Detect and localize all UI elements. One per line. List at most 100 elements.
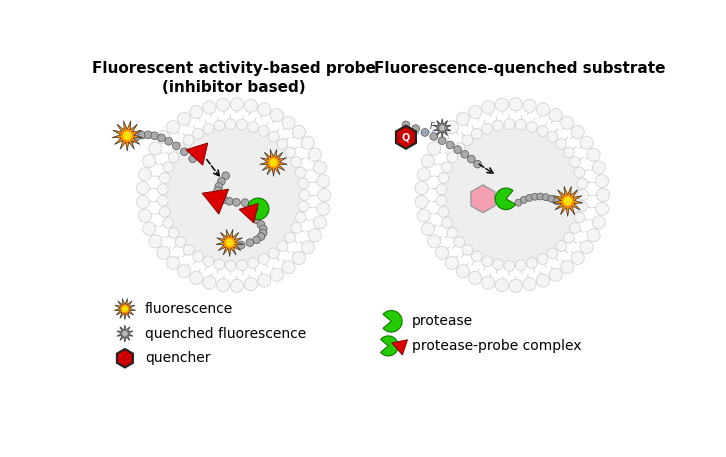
Circle shape bbox=[214, 259, 224, 270]
Circle shape bbox=[402, 121, 409, 129]
Circle shape bbox=[314, 161, 327, 174]
Circle shape bbox=[168, 228, 179, 238]
Circle shape bbox=[571, 125, 584, 138]
Polygon shape bbox=[203, 189, 229, 214]
Circle shape bbox=[445, 256, 458, 269]
Circle shape bbox=[504, 260, 515, 271]
Polygon shape bbox=[114, 298, 136, 320]
Circle shape bbox=[548, 195, 555, 202]
Circle shape bbox=[531, 193, 539, 200]
Polygon shape bbox=[260, 149, 287, 176]
Circle shape bbox=[178, 112, 191, 125]
Text: protease-probe complex: protease-probe complex bbox=[412, 339, 582, 353]
Circle shape bbox=[301, 136, 314, 149]
Circle shape bbox=[482, 256, 492, 266]
Circle shape bbox=[556, 241, 567, 251]
Circle shape bbox=[468, 106, 481, 119]
Circle shape bbox=[166, 121, 179, 134]
Circle shape bbox=[226, 197, 233, 205]
Circle shape bbox=[447, 152, 457, 163]
Circle shape bbox=[515, 199, 522, 206]
Circle shape bbox=[295, 167, 306, 178]
Circle shape bbox=[136, 196, 150, 208]
Circle shape bbox=[138, 131, 146, 139]
Circle shape bbox=[189, 106, 203, 119]
Circle shape bbox=[571, 251, 584, 265]
Text: fluorescence: fluorescence bbox=[145, 302, 233, 316]
Circle shape bbox=[421, 128, 429, 136]
Circle shape bbox=[246, 239, 254, 246]
Circle shape bbox=[244, 99, 257, 112]
Polygon shape bbox=[396, 126, 416, 149]
Circle shape bbox=[504, 119, 515, 130]
Circle shape bbox=[595, 175, 608, 188]
Circle shape bbox=[192, 251, 203, 262]
Circle shape bbox=[421, 154, 434, 168]
Circle shape bbox=[203, 101, 216, 114]
Polygon shape bbox=[433, 119, 451, 137]
Circle shape bbox=[537, 254, 548, 264]
Circle shape bbox=[181, 148, 188, 155]
Circle shape bbox=[574, 167, 585, 178]
Circle shape bbox=[473, 160, 481, 168]
Circle shape bbox=[253, 236, 261, 244]
Circle shape bbox=[225, 260, 236, 271]
Circle shape bbox=[144, 131, 152, 138]
Circle shape bbox=[122, 306, 128, 312]
Circle shape bbox=[436, 246, 449, 259]
Circle shape bbox=[570, 223, 580, 233]
Circle shape bbox=[215, 182, 223, 190]
Circle shape bbox=[291, 223, 301, 233]
Circle shape bbox=[158, 184, 168, 195]
Circle shape bbox=[258, 103, 271, 116]
Circle shape bbox=[253, 216, 261, 223]
Circle shape bbox=[447, 228, 457, 238]
Circle shape bbox=[248, 122, 258, 133]
Circle shape bbox=[203, 256, 213, 266]
Circle shape bbox=[526, 258, 537, 268]
Circle shape bbox=[149, 235, 162, 248]
Circle shape bbox=[537, 193, 544, 200]
Circle shape bbox=[277, 138, 288, 149]
Circle shape bbox=[298, 178, 309, 189]
Circle shape bbox=[269, 248, 279, 259]
Circle shape bbox=[438, 207, 449, 218]
Circle shape bbox=[282, 260, 295, 274]
Circle shape bbox=[237, 119, 248, 130]
Circle shape bbox=[158, 134, 166, 142]
Circle shape bbox=[471, 251, 482, 262]
Text: protease: protease bbox=[412, 314, 473, 328]
Circle shape bbox=[439, 125, 445, 131]
Circle shape bbox=[537, 274, 550, 287]
Circle shape bbox=[309, 148, 322, 161]
Circle shape bbox=[258, 126, 269, 136]
Circle shape bbox=[595, 202, 608, 215]
Circle shape bbox=[563, 232, 574, 243]
Polygon shape bbox=[552, 186, 583, 217]
Circle shape bbox=[258, 274, 271, 287]
Circle shape bbox=[417, 209, 431, 222]
Circle shape bbox=[309, 229, 322, 242]
Circle shape bbox=[159, 173, 170, 183]
Circle shape bbox=[142, 154, 156, 168]
Circle shape bbox=[592, 161, 605, 174]
Circle shape bbox=[493, 259, 503, 270]
Circle shape bbox=[173, 142, 180, 150]
Circle shape bbox=[317, 175, 330, 188]
Circle shape bbox=[183, 135, 194, 145]
Circle shape bbox=[560, 260, 574, 274]
Circle shape bbox=[441, 218, 452, 228]
Circle shape bbox=[282, 116, 295, 129]
Circle shape bbox=[481, 101, 494, 114]
Circle shape bbox=[521, 197, 527, 203]
Polygon shape bbox=[471, 185, 495, 213]
Circle shape bbox=[542, 194, 550, 201]
Circle shape bbox=[415, 181, 428, 195]
Circle shape bbox=[523, 99, 536, 112]
Circle shape bbox=[576, 178, 587, 189]
Polygon shape bbox=[216, 229, 243, 256]
Circle shape bbox=[537, 126, 548, 136]
Circle shape bbox=[436, 184, 447, 195]
Circle shape bbox=[597, 188, 610, 202]
Circle shape bbox=[454, 146, 462, 154]
